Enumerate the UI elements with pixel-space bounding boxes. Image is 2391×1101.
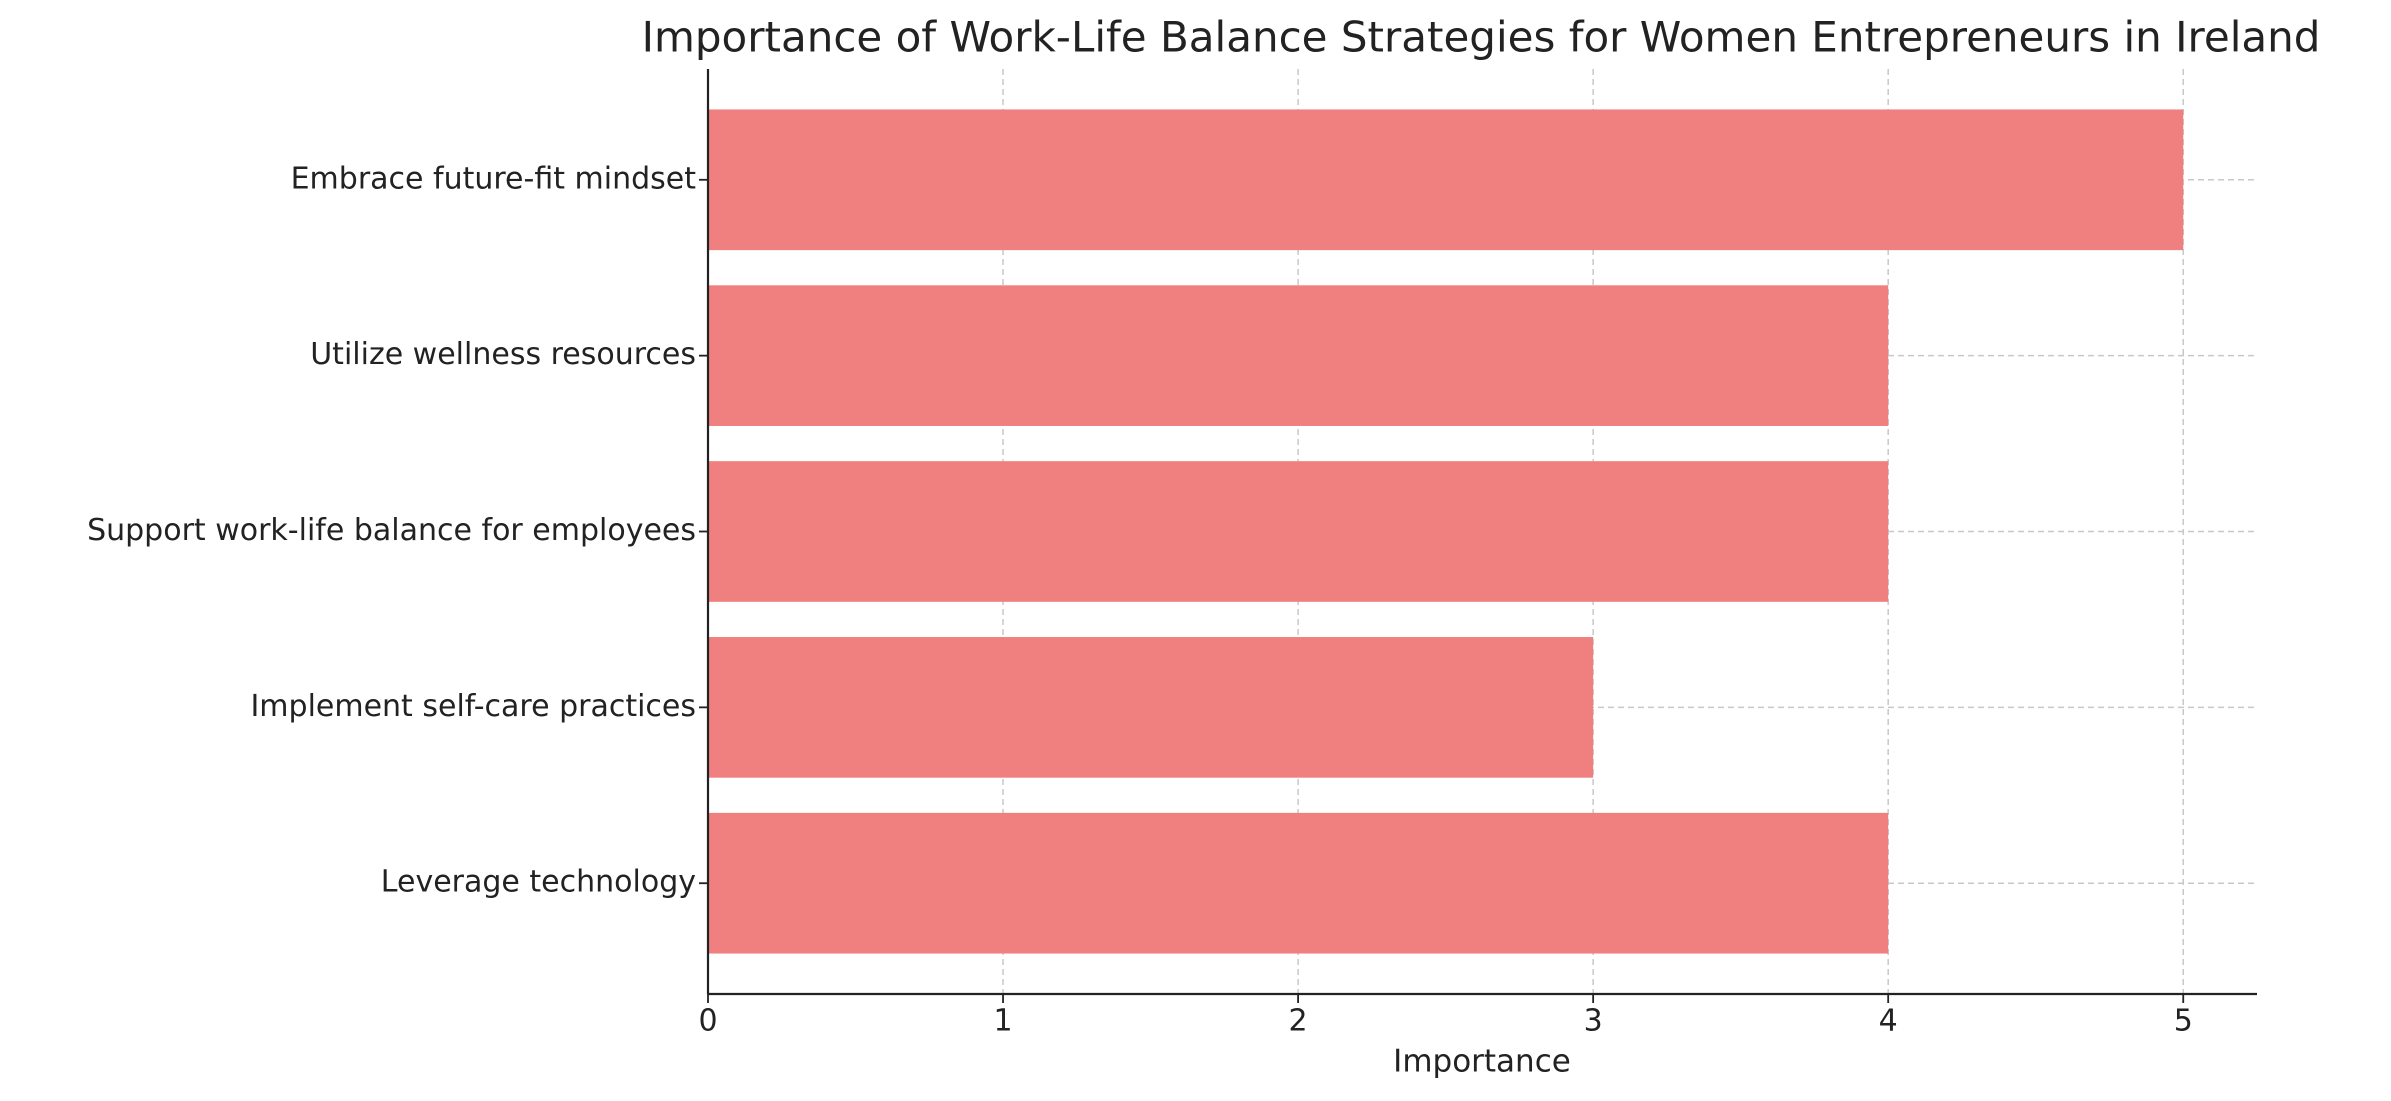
bar xyxy=(708,812,1889,954)
y-tick-label: Utilize wellness resources xyxy=(310,337,696,372)
chart-title: Importance of Work-Life Balance Strategi… xyxy=(642,13,2321,62)
x-tick-label: 0 xyxy=(698,1004,717,1039)
x-tick-label: 2 xyxy=(1289,1004,1308,1039)
bar xyxy=(708,461,1889,602)
bar xyxy=(708,637,1594,778)
y-tick-label: Implement self-care practices xyxy=(250,689,696,724)
x-tick-label: 3 xyxy=(1584,1004,1603,1039)
y-tick-label: Embrace future-fit mindset xyxy=(291,161,697,196)
y-tick-label: Leverage technology xyxy=(381,865,696,900)
x-axis-label: Importance xyxy=(1393,1044,1571,1080)
x-tick-label: 1 xyxy=(994,1004,1013,1039)
bar xyxy=(708,285,1889,426)
x-tick-label: 5 xyxy=(2174,1004,2193,1039)
y-tick-label: Support work-life balance for employees xyxy=(87,513,696,548)
bar xyxy=(708,109,2184,251)
x-tick-label: 4 xyxy=(1879,1004,1898,1039)
